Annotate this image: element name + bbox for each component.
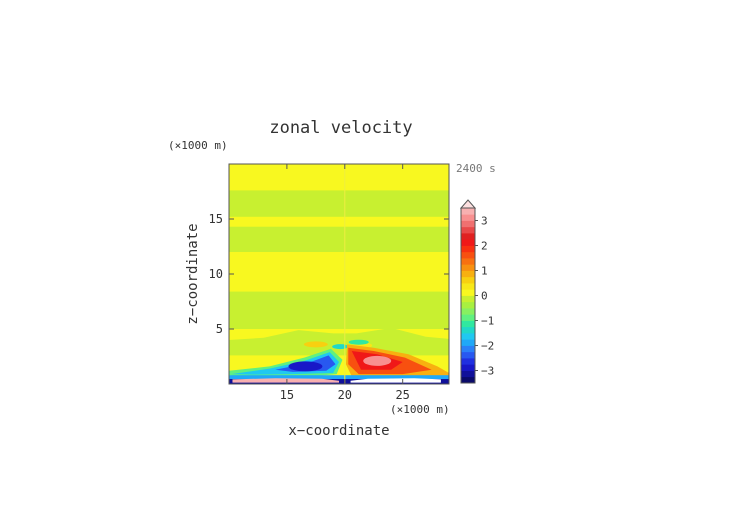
band-green [229,291,449,329]
surface-pink-left [232,378,339,383]
colorbar-segment [461,270,475,278]
colorbar-segment [461,245,475,253]
colorbar-segment [461,358,475,365]
band-green [229,226,449,252]
y-ticks: 5 10 15 [209,212,449,336]
time-label: 2400 s [456,162,496,175]
colorbar-segment [461,370,475,378]
contour-pos-core [363,355,392,366]
colorbar-segment [461,226,475,234]
colorbar-segment [461,295,475,303]
x-tick-label: 25 [395,388,409,402]
colorbar-segment [461,345,475,353]
y-tick-label: 10 [209,267,223,281]
colorbar-segment [461,251,475,259]
colorbar-extend-arrow [459,199,477,209]
y-unit-label: (×1000 m) [168,139,228,152]
colorbar-segment [461,308,475,315]
contour-orange-left [303,341,328,348]
colorbar: 3 2 1 0 −1 −2 −3 [459,199,494,384]
y-axis-label: z−coordinate [185,223,201,324]
colorbar-segment [461,376,475,384]
y-tick-label: 5 [216,322,223,336]
x-axis-label: x−coordinate [288,423,389,439]
colorbar-segment [461,220,475,228]
colorbar-segment [461,264,475,271]
contour-neg-core [288,361,323,372]
colorbar-segment [461,301,475,309]
colorbar-segment [461,314,475,321]
colorbar-segment [461,239,475,246]
colorbar-segment [461,339,475,346]
surface-white-right [350,378,441,383]
colorbar-tick-label: 1 [481,265,488,278]
chart-title: zonal velocity [269,118,412,138]
contour-features [229,164,449,384]
colorbar-tick-label: −1 [481,315,494,328]
colorbar-segment [461,214,475,221]
y-tick-label: 15 [209,212,223,226]
colorbar-segment [461,233,475,240]
colorbar-tick-label: 3 [481,215,488,228]
x-ticks: 15 20 25 [280,164,410,402]
x-tick-label: 20 [338,388,352,402]
colorbar-segment [461,364,475,371]
colorbar-segment [461,333,475,340]
x-tick-label: 15 [280,388,294,402]
contour-neg-small [332,344,349,350]
plot-area [229,164,449,384]
colorbar-segment [461,208,475,215]
colorbar-segment [461,258,475,265]
colorbar-segment [461,289,475,296]
colorbar-tick-label: 0 [481,290,488,303]
colorbar-segment [461,326,475,334]
colorbar-tick-label: 2 [481,240,488,253]
colorbar-segment [461,320,475,328]
x-unit-label: (×1000 m) [390,403,450,416]
colorbar-segment [461,351,475,359]
colorbar-segment [461,276,475,284]
band-green [229,190,449,217]
colorbar-segment [461,283,475,290]
contour-neg-small-2 [348,339,369,345]
colorbar-tick-label: −2 [481,340,494,353]
colorbar-tick-label: −3 [481,365,494,378]
